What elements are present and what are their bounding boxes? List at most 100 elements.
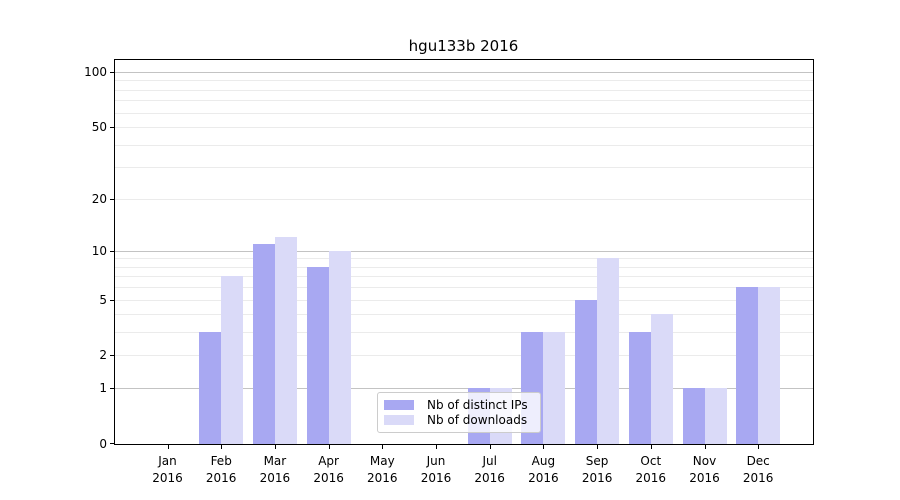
bar-downloads [597, 258, 620, 444]
legend-label-distinct-ips: Nb of distinct IPs [427, 397, 528, 412]
y-tick-mark [110, 355, 114, 357]
gridline-minor [115, 144, 813, 146]
x-tick-mark [543, 445, 545, 449]
x-tick-year: 2016 [742, 471, 774, 485]
x-tick-month: Oct [640, 454, 662, 468]
x-tick-year: 2016 [474, 471, 505, 485]
x-tick-label: Dec 2016 [726, 453, 790, 487]
bar-downloads [274, 237, 297, 444]
x-tick-month: Apr [318, 454, 339, 468]
x-tick-label: May 2016 [350, 453, 414, 487]
gridline-minor [115, 314, 813, 316]
y-tick-label: 20 [91, 191, 107, 206]
gridline-major [115, 71, 813, 73]
x-tick-label: Jan 2016 [136, 453, 200, 487]
y-tick-label: 2 [99, 348, 107, 363]
y-tick-mark [110, 388, 114, 390]
y-tick-mark [110, 250, 114, 252]
gridline-minor [115, 258, 813, 260]
gridline-minor [115, 112, 813, 114]
gridline-minor [115, 198, 813, 200]
x-tick-year: 2016 [152, 471, 183, 485]
gridline-minor [115, 287, 813, 289]
legend: Nb of distinct IPs Nb of downloads [377, 392, 541, 433]
x-tick-mark [221, 445, 223, 449]
x-tick-mark [436, 445, 437, 449]
x-tick-month: Jul [482, 454, 497, 468]
x-tick-label: Apr 2016 [297, 453, 361, 487]
legend-label-downloads: Nb of downloads [427, 413, 528, 428]
x-tick-month: Mar [263, 454, 287, 468]
bar-downloads [221, 276, 244, 444]
bar-downloads [758, 287, 781, 444]
bar-downloads [650, 314, 673, 444]
x-tick-month: Feb [210, 454, 232, 468]
y-tick-mark [110, 443, 114, 444]
legend-swatch-downloads [384, 415, 414, 426]
x-tick-label: Jun 2016 [404, 453, 468, 487]
x-tick-year: 2016 [528, 471, 559, 485]
bar-distinct-ips [252, 243, 275, 444]
legend-row-downloads: Nb of downloads [384, 413, 534, 427]
x-tick-month: Dec [746, 454, 770, 468]
x-tick-label: Sep 2016 [565, 453, 629, 487]
gridline-minor [115, 299, 813, 301]
x-tick-month: Jan [158, 454, 177, 468]
x-tick-year: 2016 [205, 471, 237, 485]
x-tick-year: 2016 [367, 471, 398, 485]
y-tick-label: 5 [99, 292, 107, 307]
x-tick-year: 2016 [259, 471, 291, 485]
x-tick-label: Nov 2016 [673, 453, 737, 487]
legend-swatch-distinct-ips [384, 399, 414, 410]
x-tick-year: 2016 [420, 471, 452, 485]
bar-distinct-ips [736, 287, 759, 444]
bar-distinct-ips [306, 266, 329, 444]
x-tick-year: 2016 [635, 471, 667, 485]
gridline-minor [115, 167, 813, 169]
y-tick-mark [110, 71, 114, 73]
x-tick-label: Mar 2016 [243, 453, 307, 487]
chart-title: hgu133b 2016 [408, 37, 519, 55]
y-tick-label: 100 [84, 64, 107, 79]
x-tick-mark [489, 445, 491, 449]
x-tick-mark [328, 445, 330, 449]
x-tick-label: Jul 2016 [458, 453, 522, 487]
y-tick-mark [110, 299, 114, 301]
gridline-minor [115, 266, 813, 268]
x-tick-mark [758, 445, 760, 449]
x-tick-mark [650, 445, 652, 449]
x-tick-mark [274, 445, 276, 449]
x-tick-month: Aug [531, 454, 556, 468]
gridline-major [115, 250, 813, 252]
x-tick-label: Feb 2016 [189, 453, 253, 487]
y-tick-label: 50 [91, 120, 107, 135]
bar-downloads [704, 388, 727, 444]
x-tick-mark [167, 445, 169, 449]
x-tick-month: Jun [426, 454, 446, 468]
gridline-minor [115, 89, 813, 91]
x-tick-month: May [369, 454, 395, 468]
gridline-minor [115, 80, 813, 82]
x-tick-month: Sep [585, 454, 609, 468]
x-tick-label: Aug 2016 [511, 453, 575, 487]
gridline-major [115, 388, 813, 390]
bar-downloads [543, 332, 566, 444]
y-tick-label: 1 [99, 381, 107, 396]
legend-row-distinct-ips: Nb of distinct IPs [384, 398, 534, 412]
bar-downloads [328, 250, 351, 444]
x-tick-year: 2016 [689, 471, 720, 485]
bar-distinct-ips [199, 332, 222, 444]
plot-area: 0 1 2 5 10 20 50 100 Jan 2016 Feb 2016 Mar 2016 Apr 201… [84, 59, 814, 485]
x-tick-label: Oct 2016 [619, 453, 683, 487]
bar-distinct-ips [628, 332, 651, 444]
gridline-minor [115, 332, 813, 334]
y-tick-label: 10 [91, 243, 107, 258]
gridline-minor [115, 100, 813, 102]
gridline-minor [115, 276, 813, 278]
y-tick-mark [110, 127, 114, 129]
y-tick-label: 0 [99, 437, 107, 451]
y-tick-mark [110, 198, 114, 200]
x-tick-mark [597, 445, 599, 449]
bar-distinct-ips [682, 388, 705, 444]
